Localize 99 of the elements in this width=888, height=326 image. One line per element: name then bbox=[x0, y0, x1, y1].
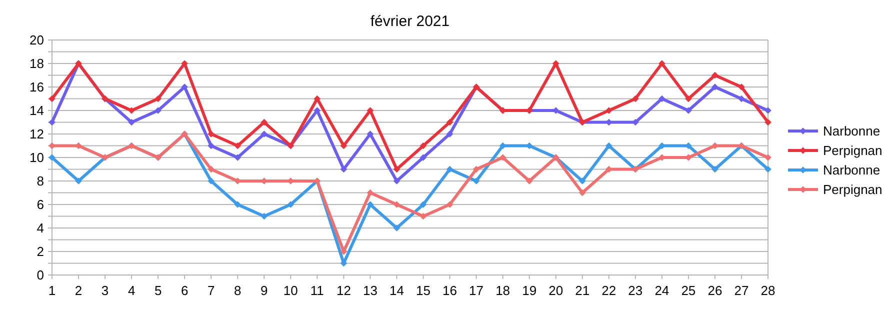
x-tick-label: 18 bbox=[496, 283, 510, 298]
point bbox=[314, 95, 321, 102]
x-tick-label: 16 bbox=[442, 283, 458, 298]
x-tick-label: 3 bbox=[101, 283, 109, 298]
point bbox=[420, 154, 427, 161]
x-tick-label: 14 bbox=[390, 283, 404, 298]
point bbox=[420, 142, 427, 150]
x-tick-label: 12 bbox=[336, 283, 351, 298]
point bbox=[393, 201, 400, 208]
point bbox=[764, 166, 772, 173]
legend-label: Narbonne bbox=[823, 162, 880, 178]
y-tick-label: 8 bbox=[36, 174, 44, 189]
point bbox=[393, 178, 400, 184]
point bbox=[420, 201, 427, 208]
x-tick-label: 19 bbox=[522, 283, 537, 298]
point bbox=[605, 107, 612, 114]
point bbox=[154, 107, 162, 114]
point bbox=[420, 212, 427, 220]
point bbox=[181, 60, 188, 67]
point bbox=[472, 166, 480, 173]
point bbox=[287, 201, 294, 208]
point bbox=[712, 72, 718, 79]
point bbox=[764, 118, 772, 126]
point bbox=[578, 189, 586, 196]
point bbox=[234, 142, 242, 150]
x-tick-label: 1 bbox=[48, 283, 56, 298]
point bbox=[314, 107, 321, 114]
x-tick-label: 17 bbox=[469, 283, 484, 298]
point bbox=[552, 60, 560, 67]
x-tick-label: 8 bbox=[234, 283, 242, 298]
y-tick-label: 12 bbox=[30, 126, 44, 142]
point bbox=[208, 178, 215, 184]
x-tick-label: 26 bbox=[708, 283, 722, 298]
point bbox=[446, 201, 454, 208]
y-tick-label: 20 bbox=[30, 32, 44, 48]
x-tick-label: 23 bbox=[628, 283, 643, 298]
point bbox=[234, 201, 242, 208]
point bbox=[366, 189, 374, 196]
x-tick-label: 9 bbox=[260, 283, 268, 298]
point bbox=[712, 166, 718, 173]
x-tick-label: 20 bbox=[548, 283, 564, 298]
x-tick-label: 24 bbox=[654, 283, 670, 298]
y-tick-label: 2 bbox=[36, 244, 44, 260]
point bbox=[738, 95, 745, 102]
point bbox=[154, 95, 162, 102]
x-tick-label: 5 bbox=[154, 283, 162, 298]
x-tick-label: 10 bbox=[283, 283, 298, 298]
x-tick-label: 21 bbox=[575, 283, 590, 298]
x-tick-label: 22 bbox=[602, 283, 616, 298]
point bbox=[366, 130, 374, 138]
point bbox=[128, 118, 135, 126]
point bbox=[366, 107, 374, 114]
point bbox=[685, 95, 692, 102]
point bbox=[208, 142, 215, 150]
point bbox=[234, 154, 242, 161]
point bbox=[605, 142, 612, 150]
x-tick-label: 25 bbox=[681, 283, 696, 298]
legend-label: Narbonne bbox=[823, 124, 880, 139]
y-tick-label: 0 bbox=[36, 268, 44, 283]
y-tick-label: 10 bbox=[30, 150, 44, 166]
x-tick-label: 27 bbox=[734, 283, 749, 298]
point bbox=[393, 166, 400, 173]
point bbox=[632, 95, 639, 102]
legend-label: Perpignan bbox=[823, 182, 882, 198]
x-tick-label: 11 bbox=[310, 283, 324, 298]
point bbox=[499, 154, 506, 161]
point bbox=[393, 224, 400, 232]
point bbox=[260, 118, 268, 126]
y-tick-label: 16 bbox=[30, 80, 44, 95]
x-tick-label: 7 bbox=[207, 283, 215, 298]
point bbox=[260, 130, 268, 138]
x-tick-label: 2 bbox=[74, 283, 82, 298]
x-tick-label: 13 bbox=[362, 283, 378, 298]
y-tick-label: 6 bbox=[36, 197, 44, 212]
point bbox=[658, 60, 666, 67]
point bbox=[340, 166, 348, 173]
y-tick-label: 18 bbox=[30, 56, 44, 72]
y-tick-label: 4 bbox=[36, 220, 44, 236]
point bbox=[181, 84, 188, 90]
x-tick-label: 6 bbox=[180, 283, 188, 298]
point bbox=[446, 166, 454, 173]
x-tick-label: 15 bbox=[416, 283, 430, 298]
point bbox=[685, 142, 692, 150]
legend-label: Perpignan bbox=[823, 143, 882, 158]
point bbox=[208, 166, 215, 173]
point bbox=[208, 130, 215, 138]
point bbox=[578, 178, 586, 184]
point bbox=[366, 201, 374, 208]
point bbox=[340, 142, 348, 150]
point bbox=[658, 95, 666, 102]
y-tick-label: 14 bbox=[30, 103, 44, 118]
x-tick-label: 28 bbox=[760, 283, 776, 298]
x-tick-label: 4 bbox=[128, 283, 136, 298]
point bbox=[526, 178, 533, 184]
point bbox=[472, 178, 480, 184]
point bbox=[260, 212, 268, 220]
point bbox=[446, 118, 454, 126]
chart-title: février 2021 bbox=[370, 13, 450, 30]
point bbox=[446, 130, 454, 138]
